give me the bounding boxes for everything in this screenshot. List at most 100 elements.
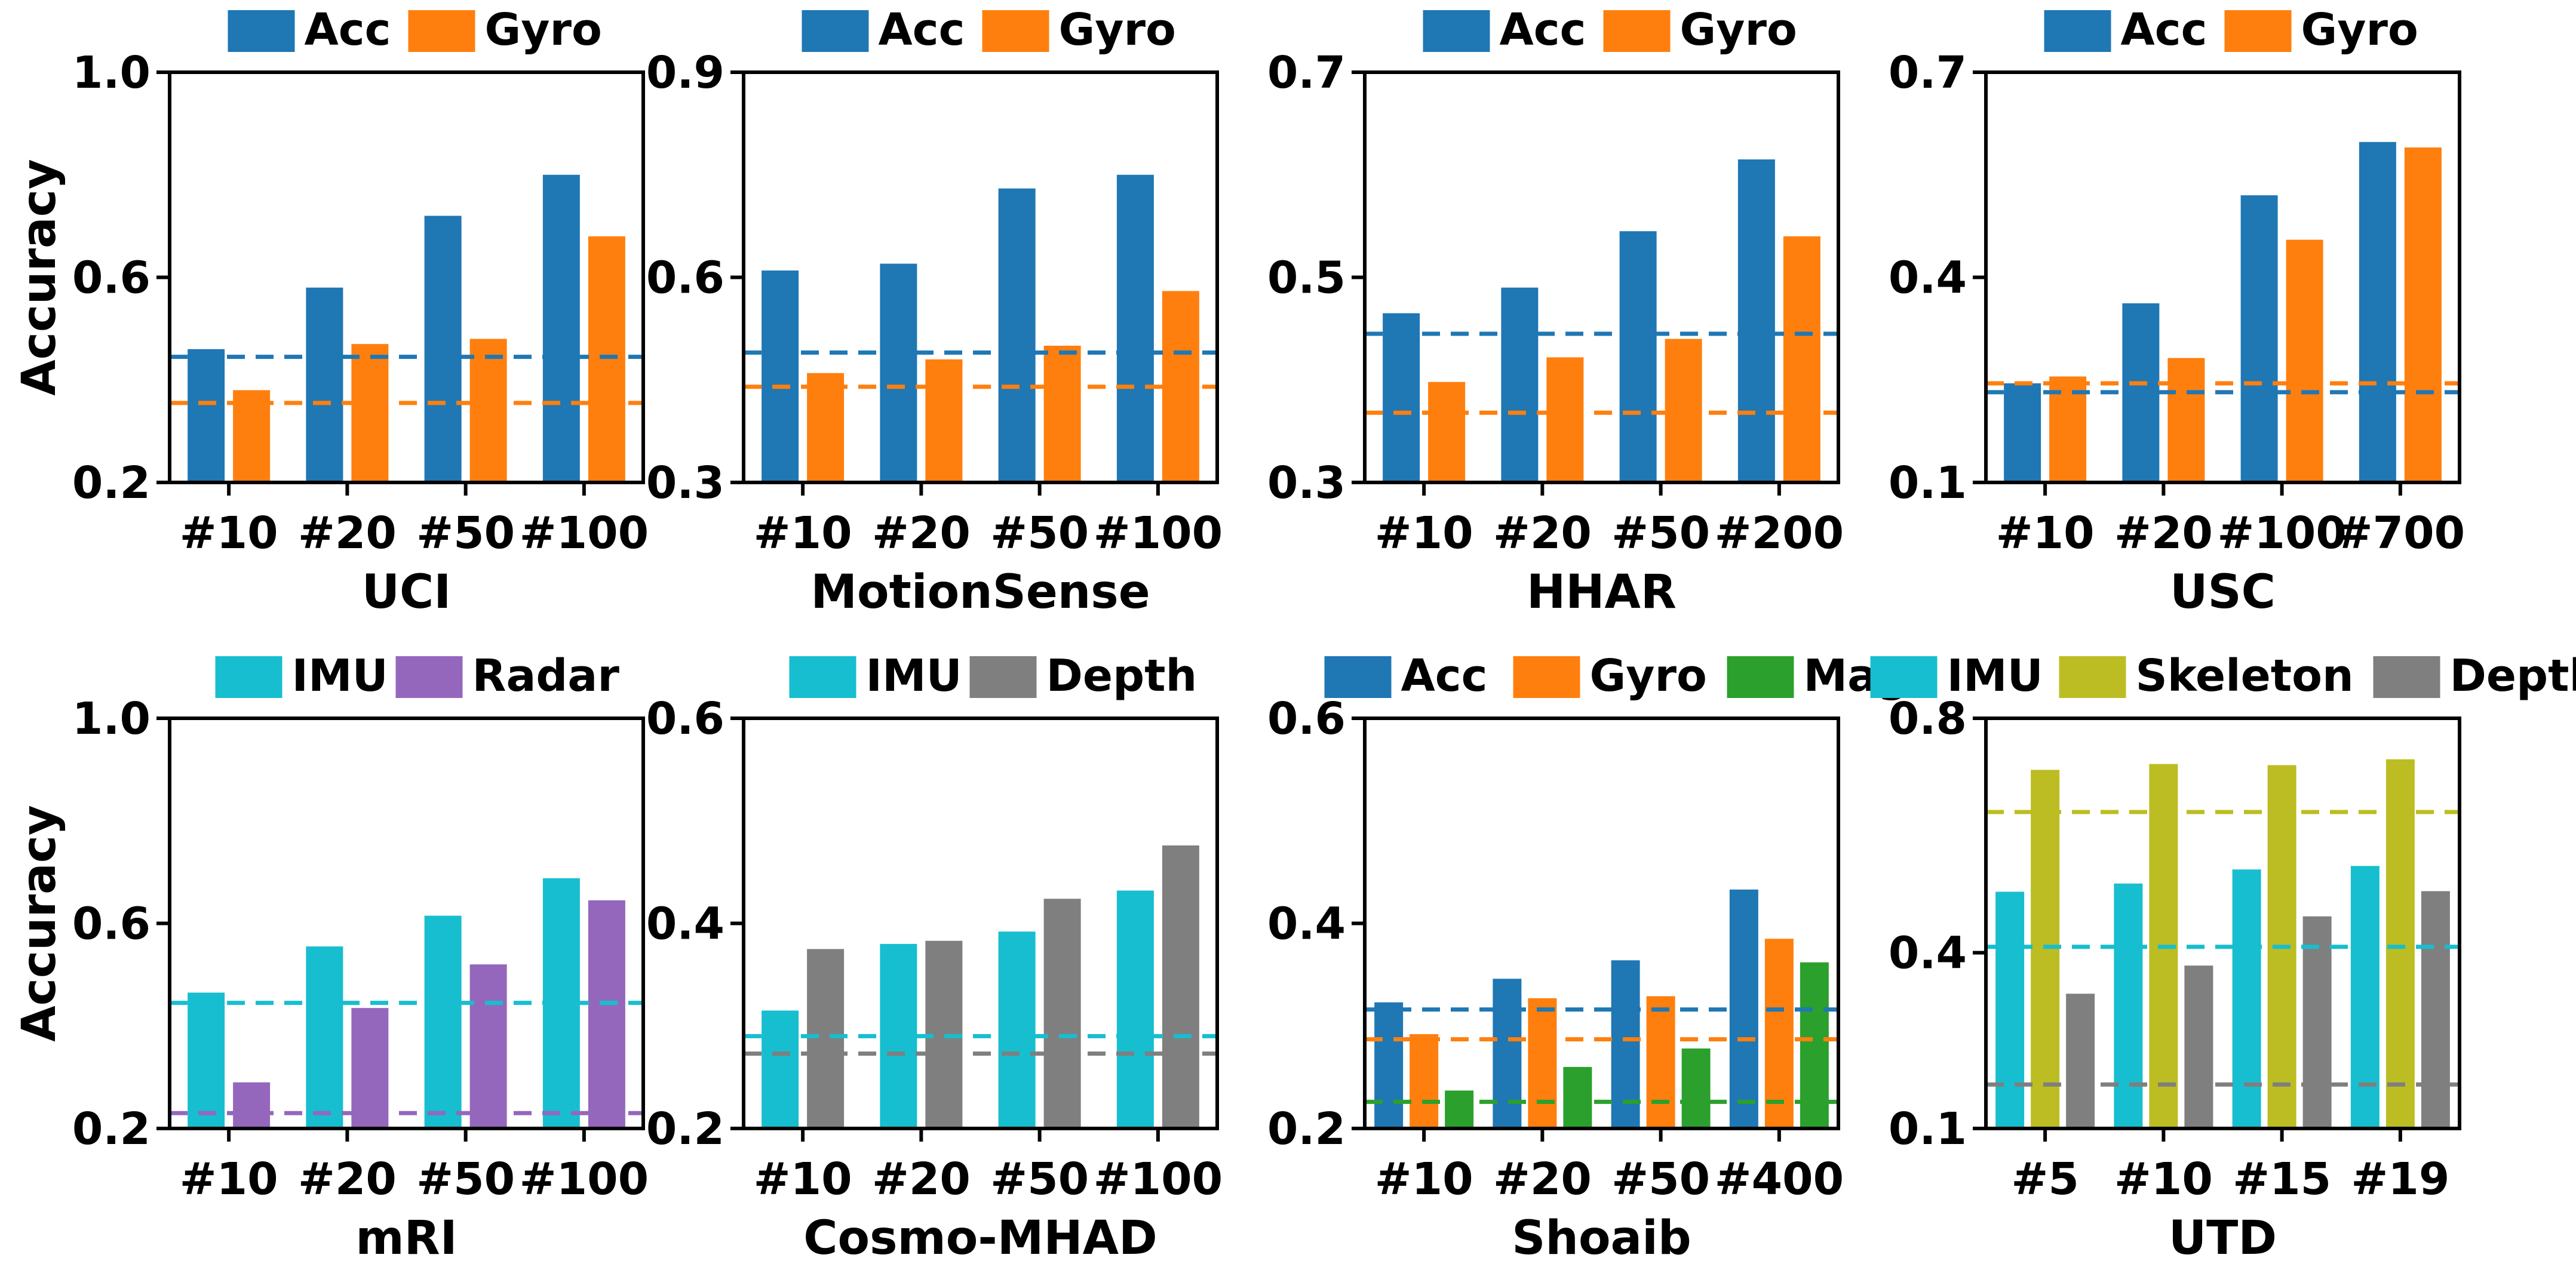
y-tick-label: 0.4 — [1889, 928, 1967, 979]
legend-swatch-acc — [1324, 656, 1392, 698]
bar-acc-0 — [2004, 383, 2041, 482]
y-axis-label: Accuracy — [13, 805, 66, 1042]
bar-mag-0 — [1445, 1090, 1474, 1128]
legend: IMU Radar — [215, 650, 619, 702]
chart-panel-mri: IMU Radar 0.2 0.6 1.0 #10 #20 #50 #100 mRI Accurac… — [13, 650, 649, 1265]
axes-frame — [1984, 716, 2461, 1130]
bar-radar-1 — [351, 1008, 389, 1128]
legend-swatch-imu — [215, 656, 283, 698]
y-tick-label: 1.0 — [72, 693, 151, 745]
dataset-label: Shoaib — [1512, 1211, 1691, 1265]
x-tick-label: #50 — [1611, 508, 1710, 559]
x-tick-label: #5 — [2011, 1154, 2079, 1205]
legend: Acc Gyro — [802, 4, 1176, 56]
y-tick-label: 0.8 — [1889, 693, 1967, 745]
bar-gyro-1 — [2167, 358, 2205, 482]
legend-swatch-gyro — [982, 10, 1049, 52]
x-tick-label: #20 — [298, 1154, 397, 1205]
legend-swatch-acc — [228, 10, 295, 52]
bar-gyro-0 — [233, 390, 271, 482]
bar-depth-2 — [2302, 916, 2332, 1128]
bar-mag-2 — [1681, 1048, 1711, 1128]
bar-radar-3 — [588, 900, 625, 1128]
legend-label: Acc — [2121, 4, 2207, 56]
legend-swatch-acc — [1423, 10, 1490, 52]
bar-acc-1 — [306, 287, 343, 482]
chart-panel-uci: Acc Gyro 0.2 0.6 1.0 #10 #20 #50 #100 UCI Accuracy — [13, 4, 649, 619]
bar-acc-3 — [1116, 174, 1154, 482]
x-tick-label: #20 — [1493, 508, 1592, 559]
x-tick-label: #100 — [520, 508, 649, 559]
y-tick-label: 0.5 — [1267, 253, 1346, 304]
x-tick-label: #10 — [180, 508, 278, 559]
dataset-label: USC — [2170, 565, 2276, 619]
bar-acc-0 — [1374, 1002, 1404, 1128]
bar-depth-2 — [1043, 899, 1081, 1128]
bar-imu-0 — [1995, 891, 2025, 1128]
bar-gyro-0 — [1428, 382, 1466, 482]
bar-gyro-3 — [1764, 939, 1794, 1128]
legend-swatch-acc — [802, 10, 869, 52]
chart-panel-usc: Acc Gyro 0.1 0.4 0.7 #10 #20 #100#700 USC — [1889, 4, 2465, 619]
x-tick-label: #20 — [2114, 508, 2213, 559]
bar-imu-2 — [998, 931, 1036, 1128]
x-tick-label: #10 — [1375, 508, 1473, 559]
legend-label: Acc — [1500, 4, 1586, 56]
y-tick-label: 0.2 — [646, 1103, 724, 1155]
chart-panel-motionsense: Acc Gyro 0.3 0.6 0.9 #10 #20 #50 #100 MotionSense — [646, 4, 1223, 619]
bar-radar-2 — [469, 964, 507, 1128]
bar-gyro-2 — [1043, 346, 1081, 482]
legend-swatch-gyro — [2224, 10, 2292, 52]
x-tick-label: #10 — [1996, 508, 2095, 559]
bar-imu-2 — [424, 915, 462, 1128]
bar-imu-0 — [762, 1010, 799, 1128]
y-tick-label: 0.7 — [1889, 47, 1967, 99]
x-tick-label: #19 — [2351, 1154, 2449, 1205]
x-tick-label: #50 — [990, 508, 1089, 559]
x-tick-label: #10 — [754, 1154, 852, 1205]
y-tick-label: 0.6 — [72, 253, 151, 304]
bar-depth-0 — [807, 949, 845, 1128]
y-tick-label: 0.9 — [646, 47, 724, 99]
dataset-label: MotionSense — [810, 565, 1150, 619]
y-tick-label: 0.3 — [646, 457, 724, 509]
x-tick-label: #200 — [1715, 508, 1844, 559]
legend-label: IMU — [1947, 650, 2043, 702]
x-tick-label: #100 — [1094, 1154, 1223, 1205]
bar-gyro-3 — [2404, 147, 2442, 482]
legend-swatch-depth — [969, 656, 1037, 698]
y-tick-label: 0.4 — [1889, 253, 1967, 304]
x-tick-label: #20 — [298, 508, 397, 559]
legend-label: Skeleton — [2136, 650, 2354, 702]
bar-acc-2 — [2240, 195, 2278, 482]
y-tick-label: 0.7 — [1267, 47, 1346, 99]
bar-acc-0 — [188, 349, 225, 482]
bar-depth-3 — [1162, 845, 1199, 1128]
bar-imu-3 — [1116, 890, 1154, 1128]
x-tick-label: #20 — [872, 1154, 971, 1205]
bar-gyro-1 — [351, 344, 389, 482]
dataset-label: HHAR — [1527, 565, 1677, 619]
x-tick-label: #20 — [872, 508, 971, 559]
bar-gyro-1 — [925, 359, 963, 482]
y-tick-label: 0.6 — [646, 253, 724, 304]
y-tick-label: 0.6 — [72, 899, 151, 950]
bar-acc-3 — [1737, 159, 1775, 482]
y-tick-label: 0.4 — [646, 899, 724, 950]
legend: IMU Depth — [789, 650, 1197, 702]
legend-swatch-imu — [789, 656, 856, 698]
legend: IMU Skeleton Depth — [1870, 650, 2576, 702]
bar-radar-0 — [233, 1082, 271, 1128]
x-tick-label: #20 — [1493, 1154, 1592, 1205]
bar-gyro-0 — [1410, 1034, 1439, 1128]
legend-label: Gyro — [1680, 4, 1797, 56]
legend-swatch-gyro — [1603, 10, 1671, 52]
bar-acc-2 — [424, 216, 462, 482]
bar-mag-1 — [1563, 1066, 1592, 1128]
chart-panel-utd: IMU Skeleton Depth 0.1 0.4 0.8 #5 #10 #15 #19 UTD — [1870, 650, 2576, 1265]
legend-label: Gyro — [485, 4, 602, 56]
legend: Acc Gyro Mag — [1324, 650, 1909, 702]
legend-swatch-acc — [2044, 10, 2111, 52]
bar-imu-3 — [2350, 866, 2380, 1128]
